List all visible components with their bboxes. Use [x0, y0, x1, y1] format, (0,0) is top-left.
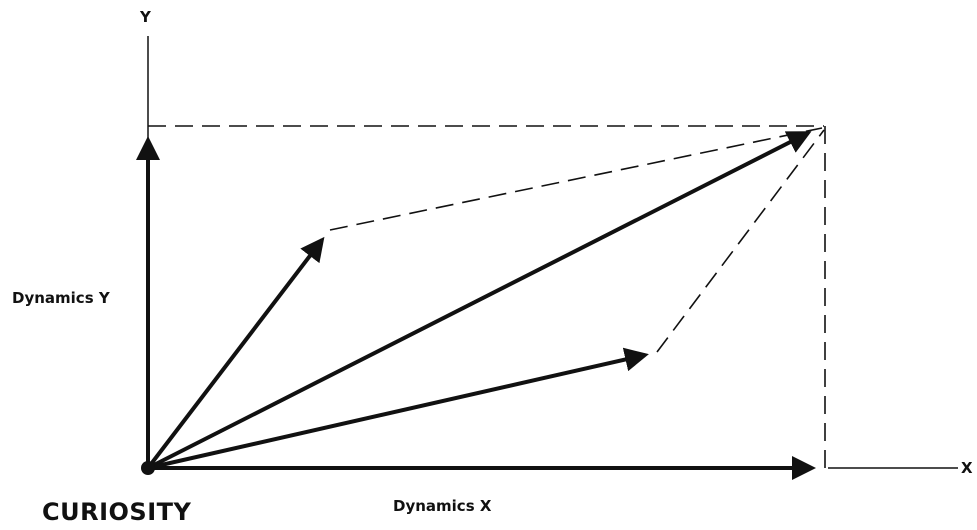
- lower-component-vector: [147, 347, 649, 470]
- dashed-upper-parallelogram-line: [329, 127, 823, 231]
- y-axis-label: Y: [140, 8, 151, 26]
- origin-point: [141, 461, 155, 475]
- dynamics-y-label: Dynamics Y: [12, 289, 110, 307]
- dashed-lower-parallelogram-line: [656, 129, 825, 353]
- resultant-vector: [147, 131, 812, 470]
- origin-label: CURIOSITY: [42, 498, 192, 526]
- upper-component-vector: [146, 236, 325, 470]
- dynamics-x-label: Dynamics X: [393, 497, 492, 515]
- x-axis-label: X: [961, 459, 973, 477]
